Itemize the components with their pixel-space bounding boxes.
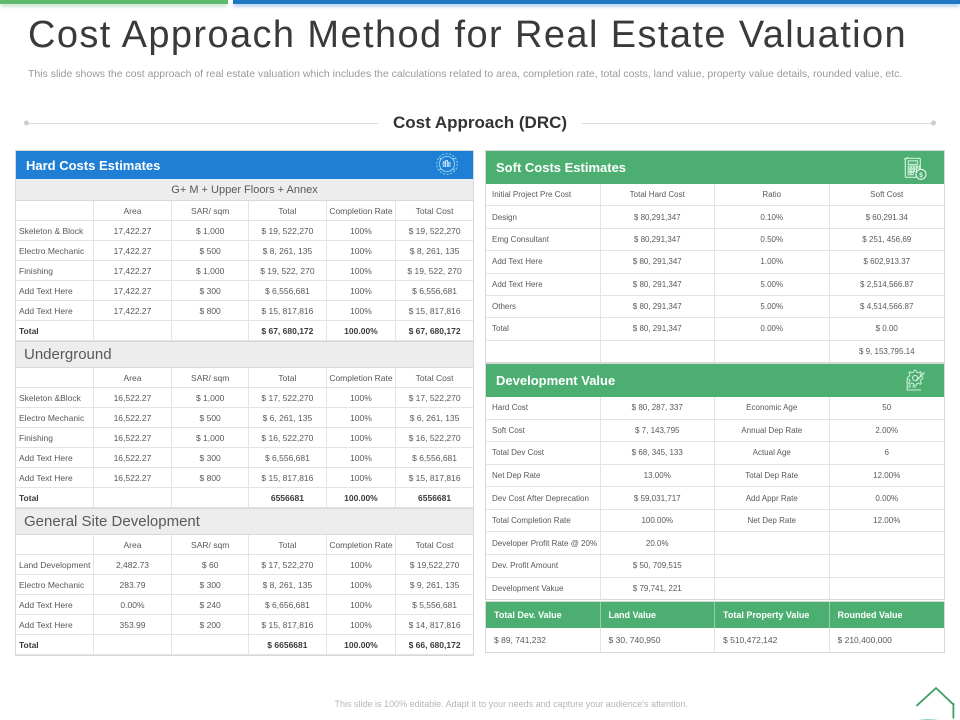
svg-text:$: $ (919, 171, 923, 178)
